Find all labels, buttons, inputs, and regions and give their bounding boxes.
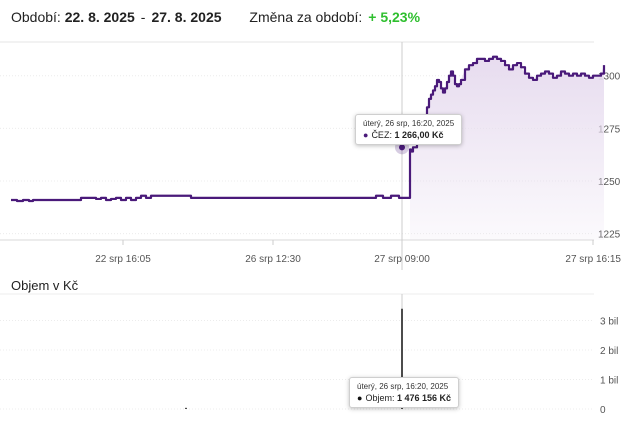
volume-tooltip-value: 1 476 156 Kč xyxy=(396,393,452,403)
period-label: Období: xyxy=(11,9,61,25)
price-y-tick-label: 1250 xyxy=(598,177,621,188)
volume-y-tick-label: 0 xyxy=(600,405,606,416)
price-y-tick-label: 1300 xyxy=(598,72,621,83)
price-y-tick-label: 1225 xyxy=(598,230,621,241)
price-y-tick-label: 1275 xyxy=(598,124,621,135)
price-hover-point xyxy=(399,144,405,151)
date-to: 27. 8. 2025 xyxy=(151,9,222,25)
volume-tooltip: úterý, 26 srp, 16:20, 2025 ● Objem: 1 476… xyxy=(349,377,460,408)
period-header: Období: 22. 8. 2025-27. 8. 2025 Změna za… xyxy=(11,9,420,25)
change-value: + 5,23% xyxy=(368,9,421,25)
change-label: Změna za období: xyxy=(249,9,363,25)
volume-tooltip-date: úterý, 26 srp, 16:20, 2025 xyxy=(357,382,449,391)
volume-y-tick-label: 3 bil xyxy=(600,317,618,328)
price-x-tick-label: 22 srp 16:05 xyxy=(95,254,151,265)
price-tooltip-value: 1 266,00 Kč xyxy=(394,130,444,140)
price-tooltip-date: úterý, 26 srp, 16:20, 2025 xyxy=(363,119,455,128)
volume-dot-icon: ● xyxy=(357,393,363,403)
volume-chart-title: Objem v Kč xyxy=(11,278,79,293)
price-x-tick-label: 26 srp 12:30 xyxy=(245,254,301,265)
price-area xyxy=(410,56,604,240)
volume-tooltip-label: Objem: xyxy=(365,393,395,403)
price-x-tick-label: 27 srp 16:15 xyxy=(565,254,621,265)
price-series-line xyxy=(11,55,606,203)
volume-y-tick-label: 1 bil xyxy=(600,376,618,387)
price-tooltip-label: ČEZ: xyxy=(371,130,392,140)
series-dot-icon: ● xyxy=(363,130,369,140)
date-separator: - xyxy=(140,9,146,25)
price-tooltip: úterý, 26 srp, 16:20, 2025 ● ČEZ: 1 266,0… xyxy=(355,114,463,145)
date-from: 22. 8. 2025 xyxy=(64,9,135,25)
volume-y-tick-label: 2 bil xyxy=(600,346,618,357)
